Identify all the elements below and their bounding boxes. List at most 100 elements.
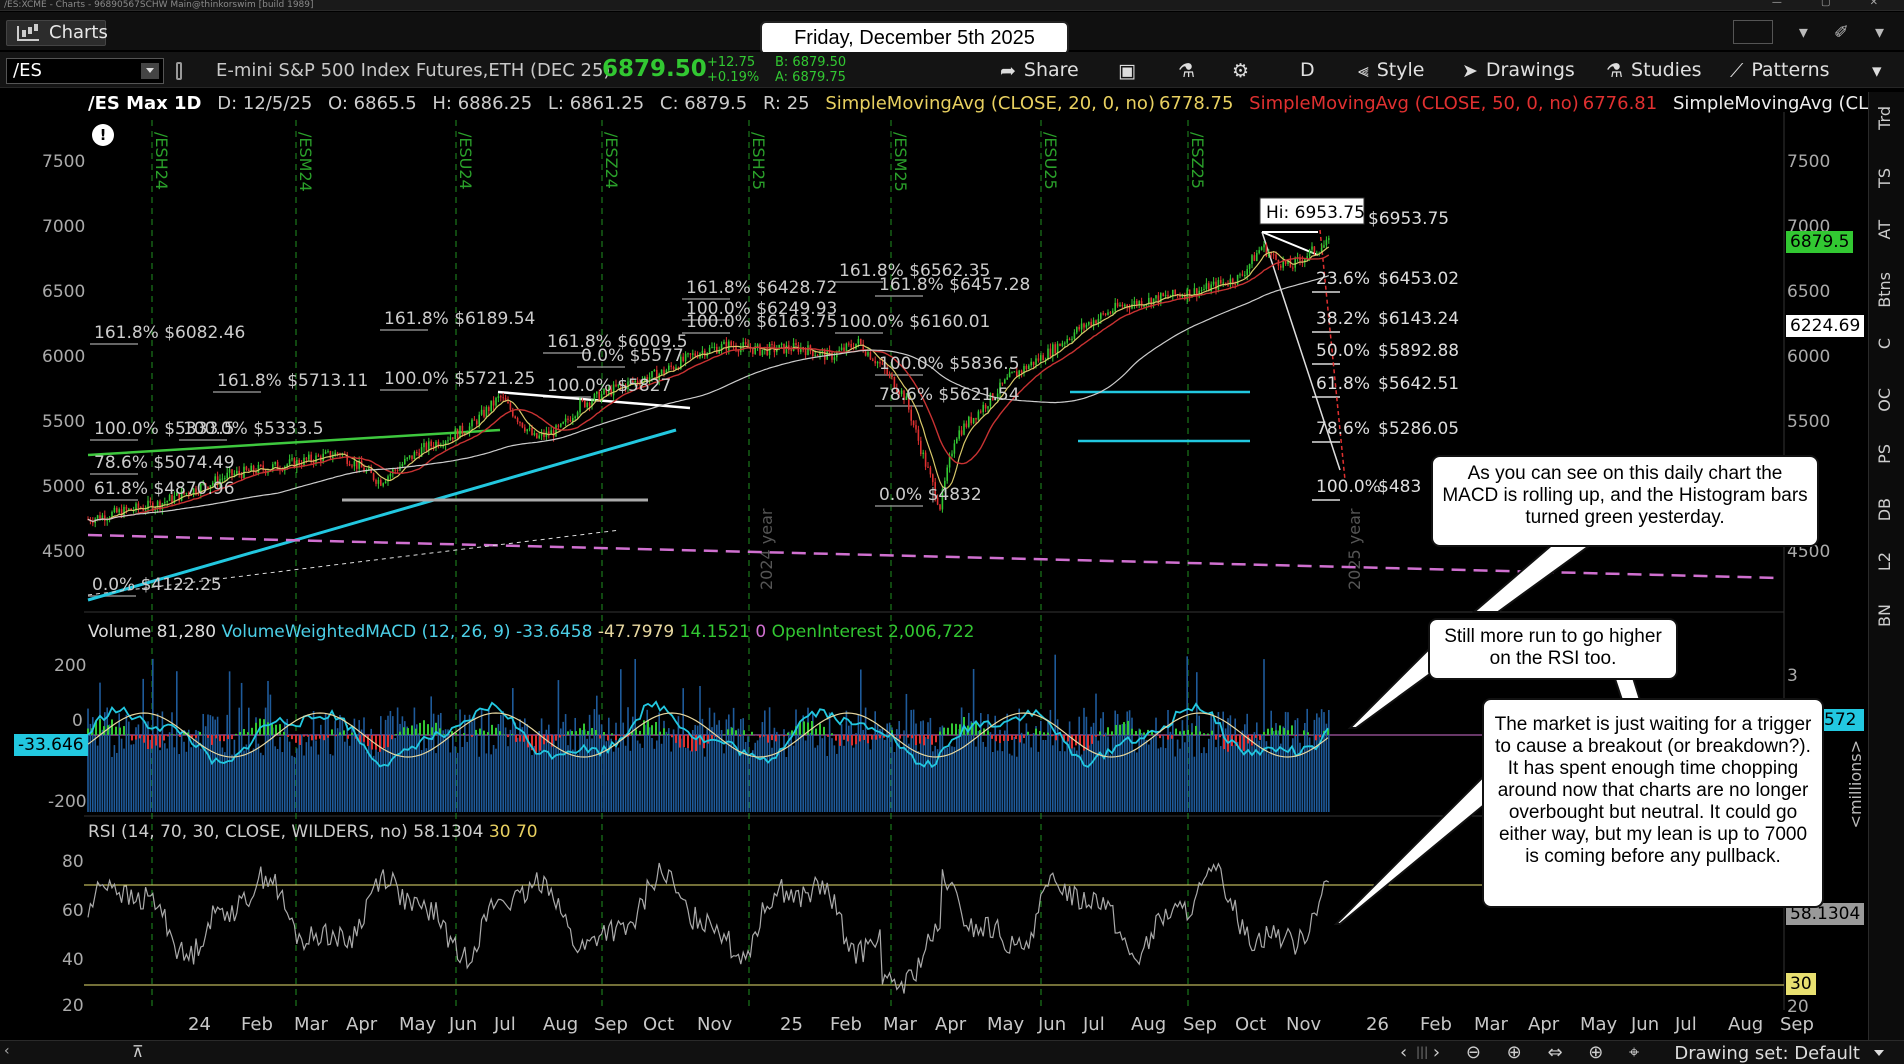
sma50-label[interactable]: SimpleMovingAvg (CLOSE, 50, 0, no) [1249, 93, 1579, 114]
zoom-controls[interactable]: ‹ › ⊖ ⊕ ⇔ ⊕ ⌖ [1400, 1042, 1650, 1063]
dropdown-icon[interactable]: ▾ [1798, 21, 1808, 43]
rsi-label[interactable]: RSI (14, 70, 30, CLOSE, WILDERS, no) [88, 822, 408, 842]
open-interest-label[interactable]: OpenInterest [771, 622, 883, 642]
sma20-label[interactable]: SimpleMovingAvg (CLOSE, 20, 0, no) [825, 93, 1155, 114]
volume-bar [180, 729, 183, 812]
candle-body [394, 469, 396, 471]
side-tab-chart[interactable]: C [1875, 338, 1894, 350]
drawing-set-label[interactable]: Drawing set: Default [1674, 1043, 1860, 1064]
candle-body [459, 425, 461, 439]
studies-button[interactable]: ⚗ Studies [1606, 58, 1702, 82]
volume-bar [1313, 719, 1316, 812]
last-price: 6879.50 [602, 56, 707, 82]
candle-body [514, 416, 516, 419]
candle-body [936, 497, 939, 505]
macd-histogram-bar [927, 735, 929, 739]
candle-body [776, 349, 778, 353]
flask-button[interactable]: ⚗ [1178, 58, 1203, 82]
side-tab-trade[interactable]: Trd [1875, 106, 1894, 130]
volume-bar [519, 719, 521, 812]
side-tab-optionchain[interactable]: OC [1875, 388, 1894, 412]
sma200-label[interactable]: SimpleMovingAvg (CLOSE, 200, 0,... [1672, 93, 1904, 114]
settings-button[interactable]: ⚙ [1232, 58, 1257, 82]
patterns-button[interactable]: ⟋ Patterns [1730, 58, 1830, 82]
candle-body [958, 430, 960, 439]
macd-histogram-bar [1095, 735, 1097, 737]
scroll-left-icon[interactable]: ‹ [4, 1043, 10, 1059]
macd-histogram-bar [1067, 735, 1069, 742]
volume-bar [874, 711, 876, 812]
macd-histogram-bar [115, 726, 117, 735]
menu-icon[interactable]: ▾ [1874, 21, 1884, 43]
drawings-button[interactable]: ➤ Drawings [1462, 58, 1575, 82]
fib-right-value: $6453.02 [1378, 269, 1459, 289]
layout-selector[interactable] [1732, 20, 1773, 44]
volume-bar [936, 749, 939, 812]
candle-body [348, 463, 351, 466]
candle-body [1102, 313, 1104, 315]
candle-body [516, 418, 519, 422]
more-button[interactable]: ▾ [1872, 58, 1890, 82]
candle-body [303, 457, 305, 466]
volume-bar [101, 729, 104, 812]
volume-bar [948, 744, 951, 812]
candle-body [228, 469, 231, 473]
candle-body [1308, 249, 1311, 257]
chart-canvas[interactable]: /ESH24/ESM24/ESU24/ESZ24/ESH25/ESM25/ESU… [0, 0, 1904, 1040]
aggregation-button[interactable]: D [1300, 58, 1315, 82]
candle-body [461, 425, 464, 434]
volume-bar [526, 723, 528, 812]
tab-charts[interactable]: Charts [6, 20, 108, 46]
volume-bar [324, 713, 327, 812]
volume-bar [1296, 718, 1299, 812]
volume-bar [471, 721, 473, 812]
window-controls[interactable]: — ▢ ✕ [1771, 0, 1896, 8]
symbol-dropdown-button[interactable] [141, 63, 159, 79]
macd-histogram-bar [1087, 735, 1089, 750]
macd-histogram-bar [707, 735, 709, 744]
drawing-set-dropdown-icon[interactable] [1874, 1050, 1884, 1056]
volume-bar [795, 709, 797, 812]
volume-bar [279, 736, 281, 812]
macd-histogram-bar [575, 731, 577, 735]
volume-bar [845, 710, 848, 812]
candle-body [1109, 312, 1112, 314]
candle-body [418, 452, 420, 457]
time-axis-label: Aug [543, 1014, 579, 1035]
side-tab-level2[interactable]: L2 [1875, 552, 1894, 572]
candle-body [1116, 302, 1119, 307]
side-tab-ps[interactable]: PS [1875, 444, 1894, 464]
side-tab-buttons[interactable]: Btns [1875, 272, 1894, 308]
macd-label[interactable]: VolumeWeightedMACD (12, 26, 9) [221, 622, 511, 642]
volume-bar [454, 746, 456, 812]
candle-body [718, 350, 720, 354]
side-tab-bn[interactable]: BN [1875, 604, 1894, 627]
side-tab-activetrader[interactable]: AT [1875, 220, 1894, 240]
volume-bar [224, 752, 226, 812]
calendar-button[interactable]: ▣ [1118, 58, 1144, 82]
volume-bar [1128, 710, 1131, 812]
volume-bar [1167, 709, 1169, 812]
link-icon[interactable] [176, 62, 182, 80]
candle-body [814, 355, 816, 357]
candle-body [135, 503, 137, 511]
scrollbar-grip[interactable]: ||| [1416, 1045, 1429, 1059]
symbol-input[interactable]: /ES [6, 58, 164, 84]
volume-bar [524, 718, 526, 812]
share-button[interactable]: ➦ Share [1000, 58, 1079, 82]
pin-icon[interactable]: ✐ [1833, 21, 1849, 43]
volume-bar [802, 715, 804, 812]
volume-label[interactable]: Volume [88, 622, 152, 642]
style-button[interactable]: ⫷ Style [1358, 58, 1424, 82]
side-tab-timesales[interactable]: TS [1875, 168, 1894, 188]
side-tab-db[interactable]: DB [1875, 498, 1894, 522]
volume-bar [737, 728, 740, 812]
price-label-right: 7500 [1787, 152, 1831, 172]
expand-icon[interactable]: ⊼ [132, 1042, 144, 1061]
alert-icon[interactable]: ! [92, 124, 114, 146]
macd-histogram-bar [1027, 731, 1029, 735]
macd-histogram-bar [995, 735, 997, 742]
candle-body [944, 480, 946, 490]
macd-histogram-bar [571, 731, 573, 735]
volume-bar [1246, 713, 1248, 812]
